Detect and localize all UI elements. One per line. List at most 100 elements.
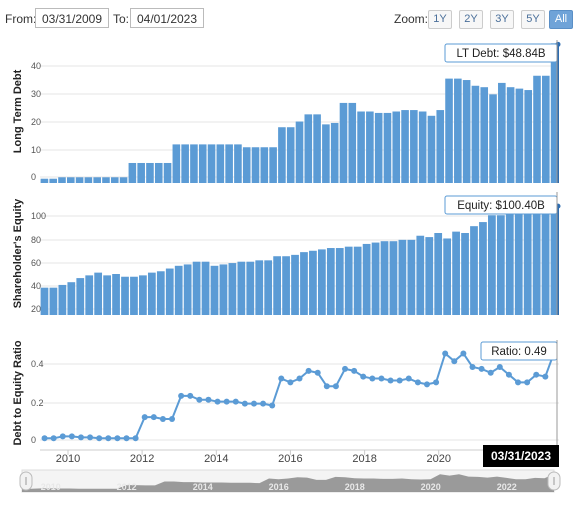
bar [514, 211, 523, 315]
bar [445, 78, 453, 183]
navigator-year-label: 2012 [117, 482, 137, 492]
bar [163, 162, 172, 183]
bar [357, 111, 365, 183]
bar [454, 78, 462, 183]
bar [84, 177, 93, 183]
bar [392, 111, 401, 183]
ratio-point [105, 435, 112, 442]
bar [362, 243, 371, 315]
y-tick-label: 20 [31, 117, 41, 127]
bar [181, 144, 189, 183]
ratio-point [433, 379, 440, 386]
ratio-point [250, 400, 257, 407]
bar [85, 275, 94, 315]
y-axis-label: Shareholder's Equity [12, 198, 24, 308]
bar [49, 287, 58, 315]
ratio-point [187, 392, 194, 399]
ratio-point [41, 435, 48, 442]
bar [165, 268, 174, 315]
ratio-point [524, 379, 531, 386]
panel-1: 0 10 20 30 40 Long Term Debt LT Debt: $48.84B [12, 40, 561, 184]
bar [286, 127, 295, 183]
bar [506, 87, 515, 183]
bar [246, 261, 255, 315]
ratio-point [414, 379, 421, 386]
zoom-1y-button[interactable]: 1Y [428, 10, 452, 29]
bar [443, 238, 452, 315]
from-date-input[interactable]: 03/31/2009 [35, 8, 109, 28]
ratio-point [196, 396, 203, 403]
ratio-point [132, 435, 139, 442]
ratio-point [159, 416, 166, 423]
x-tick-label: 2020 [426, 453, 450, 465]
ratio-point [169, 416, 176, 423]
ratio-point [405, 375, 412, 382]
bar [94, 272, 103, 315]
ratio-point [378, 375, 385, 382]
bar [434, 233, 443, 315]
bar [505, 212, 514, 315]
value-tooltip-text: Equity: $100.40B [457, 200, 545, 212]
bar [295, 121, 304, 183]
x-tick-label: 2014 [204, 453, 228, 465]
bar [192, 261, 201, 315]
bar [146, 162, 154, 183]
y-tick-label: 30 [31, 89, 41, 99]
bar [410, 110, 418, 183]
y-tick-label: 0.4 [31, 359, 44, 369]
ratio-point [515, 379, 522, 386]
bar [137, 162, 145, 183]
bar [300, 252, 308, 315]
bar [541, 205, 550, 315]
bar [374, 112, 383, 183]
zoom-all-button[interactable]: All [549, 10, 573, 29]
value-tooltip-text: LT Debt: $48.84B [456, 48, 545, 60]
bar [380, 241, 389, 315]
ratio-point [314, 369, 321, 376]
ratio-point [423, 381, 430, 388]
bar [461, 233, 469, 315]
bar [344, 246, 353, 315]
bar [322, 124, 330, 183]
y-tick-label: 100 [31, 211, 46, 221]
ratio-point [141, 414, 148, 421]
bar [418, 111, 427, 183]
x-tick-label: 2010 [56, 453, 80, 465]
bar [130, 276, 138, 315]
bar [93, 177, 101, 183]
bar [110, 177, 119, 183]
to-date-input[interactable]: 04/01/2023 [130, 8, 204, 28]
ratio-point [269, 402, 276, 409]
zoom-2y-button[interactable]: 2Y [459, 10, 483, 29]
ratio-point [77, 434, 84, 441]
bar [371, 242, 380, 315]
navigator-year-label: 2016 [269, 482, 289, 492]
ratio-point [342, 365, 349, 372]
navigator-year-label: 2014 [193, 482, 213, 492]
ratio-point [469, 363, 476, 370]
y-axis-label: Long Term Debt [12, 69, 24, 153]
crosshair-date-label-bg [483, 445, 559, 467]
ratio-point [150, 414, 157, 421]
ratio-point [487, 369, 494, 376]
bar [156, 271, 165, 315]
bar [401, 110, 409, 183]
bar [398, 239, 407, 315]
bar [335, 248, 344, 315]
bar [242, 147, 251, 183]
zoom-5y-button[interactable]: 5Y [521, 10, 545, 29]
ratio-point [296, 375, 303, 382]
panel-3: 0 0.2 0.4 Debt to Equity Ratio Ratio: 0.49 [12, 340, 559, 446]
bar [550, 205, 559, 315]
bar [348, 102, 357, 183]
ratio-point [460, 350, 467, 357]
ratio-point [396, 377, 403, 384]
bar [119, 177, 128, 183]
bar [201, 261, 210, 315]
x-tick-label: 2016 [278, 453, 302, 465]
bar [452, 231, 460, 315]
bar [40, 178, 49, 183]
zoom-3y-button[interactable]: 3Y [490, 10, 514, 29]
bar [515, 88, 524, 183]
ratio-point [369, 375, 376, 382]
